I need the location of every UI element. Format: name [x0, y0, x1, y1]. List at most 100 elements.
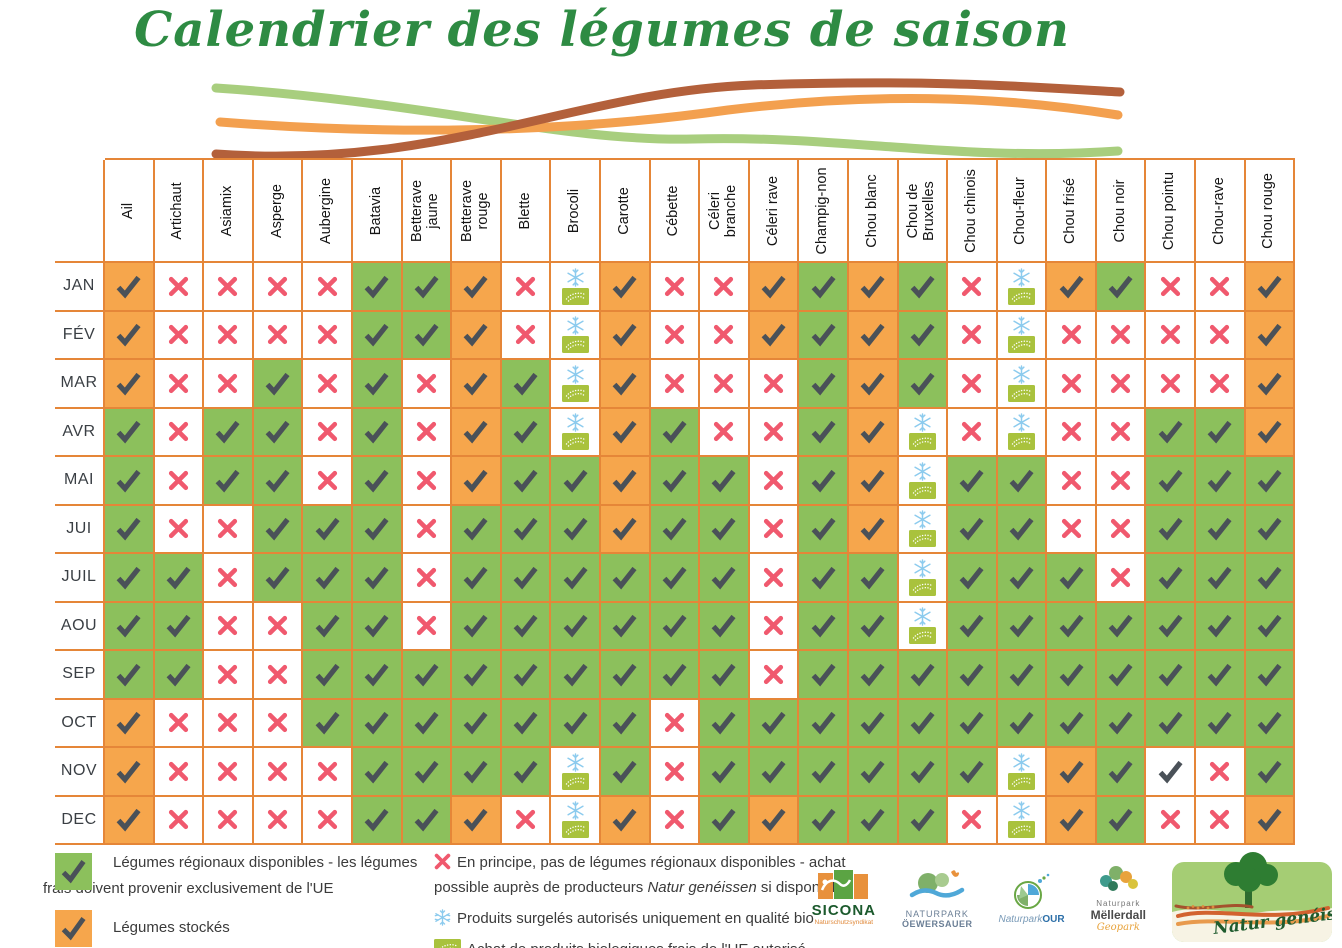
bio-logo-icon	[561, 433, 589, 451]
check-icon	[612, 518, 637, 541]
check-icon	[910, 809, 935, 832]
grid-cell	[1245, 263, 1294, 310]
grid-cell	[452, 554, 500, 601]
check-icon	[464, 615, 488, 638]
grid-cell	[1096, 699, 1145, 746]
check-icon	[860, 469, 885, 493]
naturpark-our-logo: NaturparkOUR	[999, 871, 1065, 925]
grid-cell	[799, 311, 847, 358]
grid-cell	[253, 457, 302, 504]
cross-icon	[218, 519, 238, 539]
naturpark-mellerdall-logo: Naturpark Mëllerdall Geopark	[1091, 864, 1146, 933]
grid-cell	[1146, 311, 1195, 358]
check-icon	[1158, 421, 1183, 444]
check-icon	[513, 615, 538, 638]
grid-cell	[154, 699, 203, 746]
check-icon	[116, 518, 141, 541]
grid-cell	[452, 311, 500, 358]
cross-icon	[317, 761, 337, 781]
grid-cell	[501, 602, 550, 649]
cross-icon	[1061, 325, 1081, 345]
check-icon	[414, 324, 439, 347]
grid-cell	[997, 796, 1046, 843]
check-icon	[761, 324, 786, 347]
grid-cell	[1245, 796, 1294, 843]
check-icon	[464, 712, 488, 735]
grid-cell	[501, 311, 550, 358]
grid-cell	[898, 699, 947, 746]
month-label: NOV	[55, 748, 103, 795]
grid-cell	[997, 699, 1046, 746]
grid-cell	[303, 457, 351, 504]
cross-icon	[664, 713, 684, 733]
page-title: Calendrier des légumes de saison	[134, 2, 1070, 58]
grid-cell	[253, 311, 302, 358]
grid-cell	[700, 554, 748, 601]
sicona-subtitle: Naturschutzsyndikat	[814, 919, 874, 926]
mellerdall-line1: Naturpark	[1096, 898, 1141, 908]
grid-cell	[1096, 311, 1145, 358]
grid-cell	[105, 263, 153, 310]
check-icon	[414, 760, 439, 784]
check-icon	[910, 275, 935, 299]
snowflake-icon	[1013, 365, 1030, 384]
month-label: JUIL	[55, 554, 103, 601]
grid-cell	[749, 748, 798, 795]
check-icon	[464, 566, 488, 590]
grid-cell	[1047, 602, 1095, 649]
column-header-label: Betterave jaune	[409, 179, 442, 242]
check-icon	[116, 663, 141, 687]
check-icon	[612, 663, 637, 687]
check-icon	[1108, 712, 1133, 735]
check-icon	[612, 760, 637, 784]
grid-cell	[253, 505, 302, 552]
column-header: Betterave rouge	[452, 160, 500, 261]
check-icon	[414, 712, 439, 735]
grid-cell	[700, 311, 748, 358]
grid-cell	[1096, 554, 1145, 601]
grid-cell	[303, 505, 351, 552]
grid-cell	[1096, 408, 1145, 455]
grid-cell	[1146, 505, 1195, 552]
check-icon	[1059, 760, 1084, 784]
check-icon	[959, 712, 984, 735]
check-icon	[811, 566, 836, 590]
check-icon	[662, 421, 687, 444]
check-icon	[464, 324, 488, 347]
grid-cell	[501, 360, 550, 407]
column-header: Asiamix	[204, 160, 252, 261]
bio-logo-icon	[561, 821, 589, 839]
cross-icon	[416, 567, 436, 587]
grid-cell	[501, 457, 550, 504]
check-icon	[1257, 615, 1282, 638]
cross-icon	[317, 373, 337, 393]
bio-logo-icon	[561, 287, 589, 305]
cross-icon	[218, 276, 238, 296]
grid-cell	[600, 796, 649, 843]
column-header-label: Aubergine	[318, 177, 335, 244]
month-label: OCT	[55, 699, 103, 746]
month-label: SEP	[55, 651, 103, 698]
check-icon	[612, 324, 637, 347]
legend-frozen-text: Produits surgelés autorisés uniquement e…	[457, 910, 814, 927]
cross-icon	[1160, 325, 1180, 345]
grid-cell	[1047, 796, 1095, 843]
grid-cell	[501, 651, 550, 698]
grid-cell	[154, 263, 203, 310]
bio-logo-icon	[1007, 433, 1035, 451]
check-icon	[513, 566, 538, 590]
grid-cell	[551, 699, 599, 746]
check-icon	[1158, 469, 1183, 493]
check-icon	[811, 663, 836, 687]
check-icon	[761, 760, 786, 784]
check-icon	[315, 712, 340, 735]
check-icon	[860, 566, 885, 590]
cross-icon	[962, 422, 982, 442]
check-icon	[811, 372, 836, 396]
check-icon	[464, 421, 488, 444]
bio-logo-icon	[1007, 772, 1035, 790]
check-icon	[860, 809, 885, 832]
grid-cell	[650, 554, 699, 601]
grid-cell	[600, 457, 649, 504]
grid-cell	[997, 457, 1046, 504]
